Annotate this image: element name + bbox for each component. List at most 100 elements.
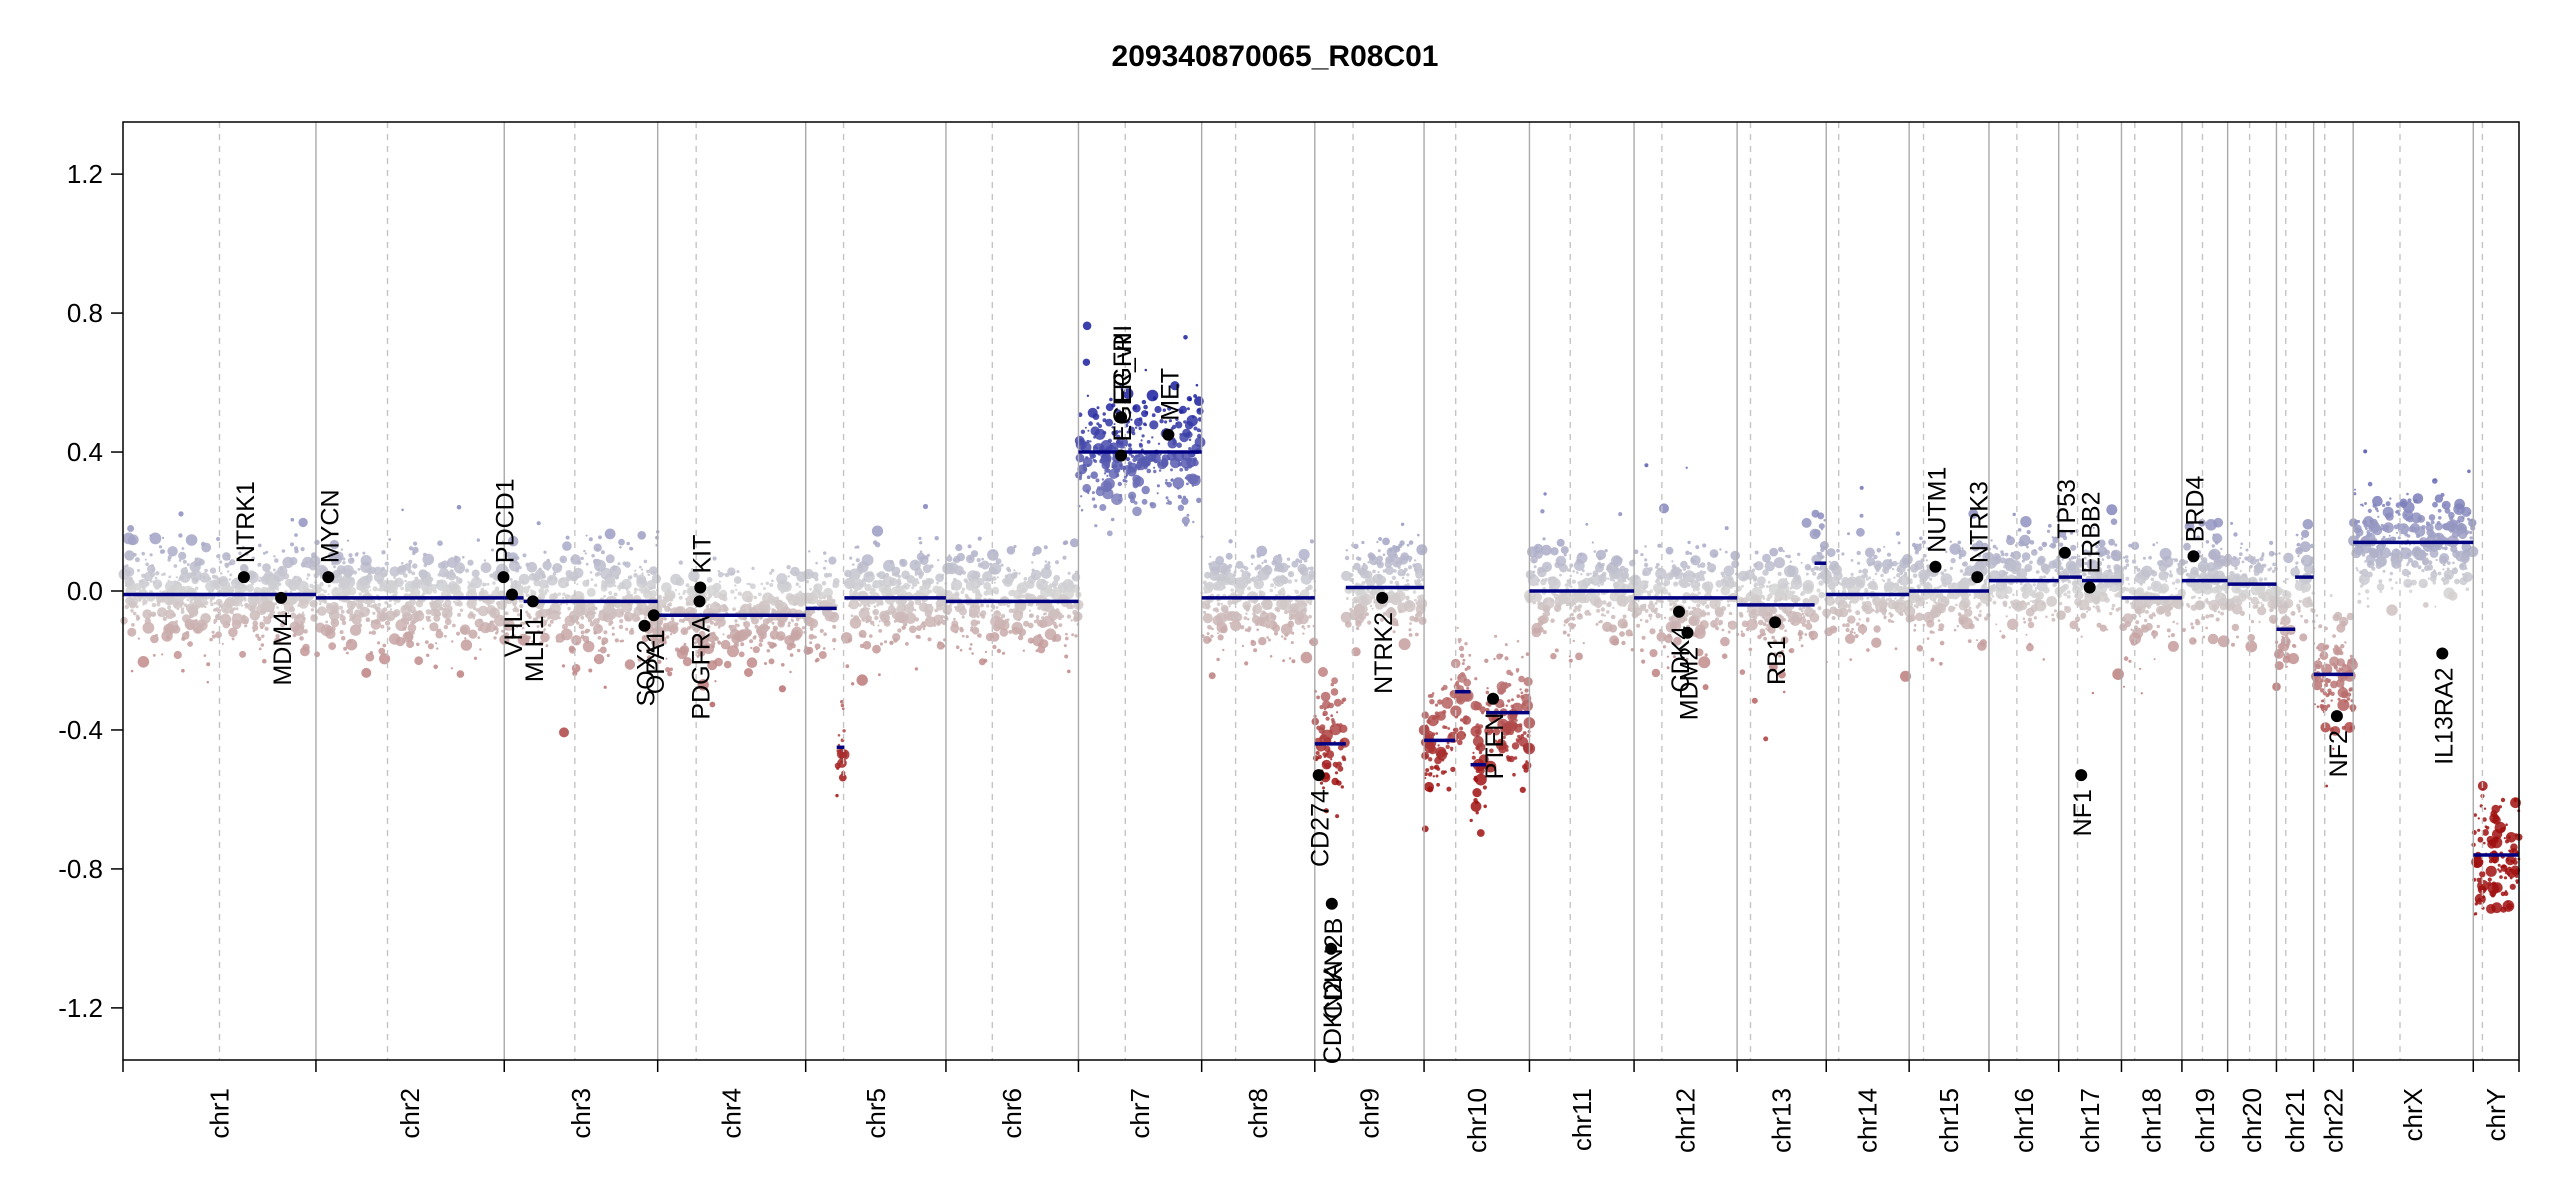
probe-point	[1773, 599, 1778, 603]
probe-point	[821, 580, 827, 586]
probe-point	[1228, 539, 1233, 544]
probe-point	[937, 559, 940, 562]
probe-point	[1777, 578, 1789, 589]
probe-point	[562, 541, 572, 551]
probe-point	[1777, 571, 1782, 577]
probe-point	[718, 593, 726, 601]
probe-point	[333, 587, 338, 591]
probe-point	[1037, 584, 1042, 588]
probe-point	[603, 630, 608, 635]
probe-point	[1141, 399, 1147, 405]
probe-point	[1789, 560, 1793, 563]
probe-point	[1333, 698, 1342, 707]
probe-point	[964, 593, 969, 598]
probe-point	[124, 550, 135, 561]
probe-point	[1595, 622, 1599, 626]
probe-point	[412, 578, 423, 589]
probe-point	[450, 569, 454, 573]
probe-point	[1520, 734, 1523, 737]
probe-point	[1063, 644, 1067, 648]
probe-point	[1873, 625, 1881, 633]
probe-point	[1757, 595, 1763, 601]
probe-point	[543, 575, 546, 578]
probe-point	[261, 600, 274, 613]
probe-point	[919, 550, 923, 554]
probe-point	[1594, 572, 1598, 576]
probe-point	[1412, 590, 1417, 594]
probe-point	[810, 627, 814, 631]
probe-point	[669, 667, 673, 672]
probe-point	[1353, 562, 1361, 571]
probe-point	[1114, 461, 1117, 464]
probe-point	[797, 648, 801, 653]
probe-point	[1520, 691, 1524, 695]
probe-point	[1309, 602, 1312, 606]
probe-point	[818, 651, 827, 659]
probe-point	[388, 633, 401, 645]
probe-point	[330, 626, 336, 632]
probe-point	[750, 583, 756, 590]
probe-point	[444, 618, 452, 626]
probe-point	[254, 590, 257, 593]
probe-point	[1382, 569, 1387, 573]
probe-point	[652, 580, 655, 582]
probe-point	[1331, 718, 1335, 722]
probe-point	[783, 608, 787, 611]
probe-point	[167, 605, 172, 610]
probe-point	[1731, 560, 1740, 569]
probe-point	[302, 564, 305, 568]
probe-point	[1318, 667, 1328, 677]
probe-point	[578, 623, 585, 630]
probe-point	[858, 563, 864, 568]
probe-point	[832, 638, 837, 643]
probe-point	[228, 578, 232, 581]
probe-point	[1637, 599, 1640, 603]
probe-point	[1570, 625, 1575, 630]
probe-point	[336, 565, 346, 574]
probe-point	[1342, 697, 1347, 702]
probe-point	[615, 576, 619, 580]
probe-point	[1427, 714, 1439, 727]
probe-point	[630, 547, 634, 551]
probe-point	[394, 602, 397, 605]
probe-point	[593, 543, 602, 552]
probe-point	[1602, 621, 1613, 633]
probe-point	[339, 613, 344, 617]
probe-point	[746, 582, 749, 586]
probe-point	[717, 570, 720, 573]
probe-point	[1468, 653, 1472, 657]
probe-point	[1353, 599, 1358, 603]
probe-point	[845, 578, 856, 589]
probe-point	[576, 583, 579, 586]
probe-point	[976, 615, 980, 619]
probe-point	[444, 634, 447, 638]
probe-point	[895, 594, 908, 607]
probe-point	[1245, 579, 1250, 585]
probe-point	[916, 552, 926, 561]
probe-point	[669, 599, 672, 602]
probe-point	[141, 551, 145, 556]
probe-point	[1449, 746, 1454, 751]
probe-point	[1103, 454, 1112, 463]
probe-point	[1016, 607, 1020, 611]
probe-point	[127, 627, 137, 637]
probe-point	[814, 643, 821, 650]
probe-point	[1321, 735, 1325, 739]
probe-point	[1609, 562, 1612, 565]
probe-point	[844, 569, 852, 578]
probe-point	[1240, 569, 1244, 573]
probe-point	[520, 621, 525, 626]
probe-point	[1788, 565, 1793, 569]
probe-point	[1243, 616, 1248, 620]
probe-point	[268, 578, 280, 590]
probe-point	[310, 608, 315, 612]
probe-point	[978, 658, 986, 666]
probe-point	[1369, 590, 1376, 596]
probe-point	[871, 525, 884, 537]
probe-point	[1765, 627, 1768, 630]
probe-point	[1071, 633, 1075, 637]
probe-point	[179, 572, 191, 583]
probe-point	[608, 622, 612, 626]
probe-point	[1812, 571, 1817, 576]
probe-point	[764, 662, 767, 665]
